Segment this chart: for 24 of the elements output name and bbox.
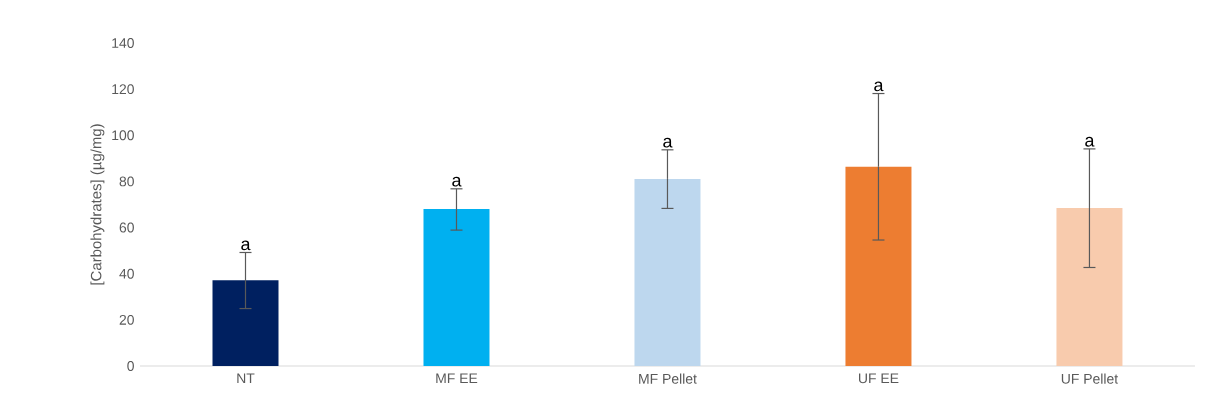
y-tick-label: 100 bbox=[112, 130, 134, 141]
y-tick-label: 140 bbox=[112, 38, 134, 48]
x-tick-label: UF EE bbox=[859, 373, 899, 384]
y-tick-label: 60 bbox=[119, 222, 134, 233]
bar bbox=[423, 209, 490, 366]
y-tick-label: 20 bbox=[119, 314, 134, 325]
x-tick-label: MF Pellet bbox=[639, 373, 697, 384]
y-tick-label: 120 bbox=[112, 84, 134, 95]
x-tick-label: NT bbox=[237, 373, 255, 384]
bar bbox=[845, 166, 912, 366]
x-tick-label: MF EE bbox=[436, 373, 478, 384]
y-tick-label: 40 bbox=[119, 268, 134, 279]
bar bbox=[634, 178, 701, 366]
y-axis-title: [Carbohydrates] (µg/mg) bbox=[90, 124, 105, 285]
bar bbox=[212, 280, 279, 366]
bar bbox=[1056, 207, 1123, 366]
annotation: a bbox=[874, 81, 884, 92]
annotation: a bbox=[1085, 136, 1095, 147]
annotation: a bbox=[663, 137, 673, 148]
annotation: a bbox=[241, 240, 251, 251]
x-tick-label: UF Pellet bbox=[1061, 373, 1119, 384]
y-tick-label: 0 bbox=[127, 361, 134, 371]
annotation: a bbox=[452, 176, 462, 187]
y-tick-label: 80 bbox=[119, 176, 134, 187]
